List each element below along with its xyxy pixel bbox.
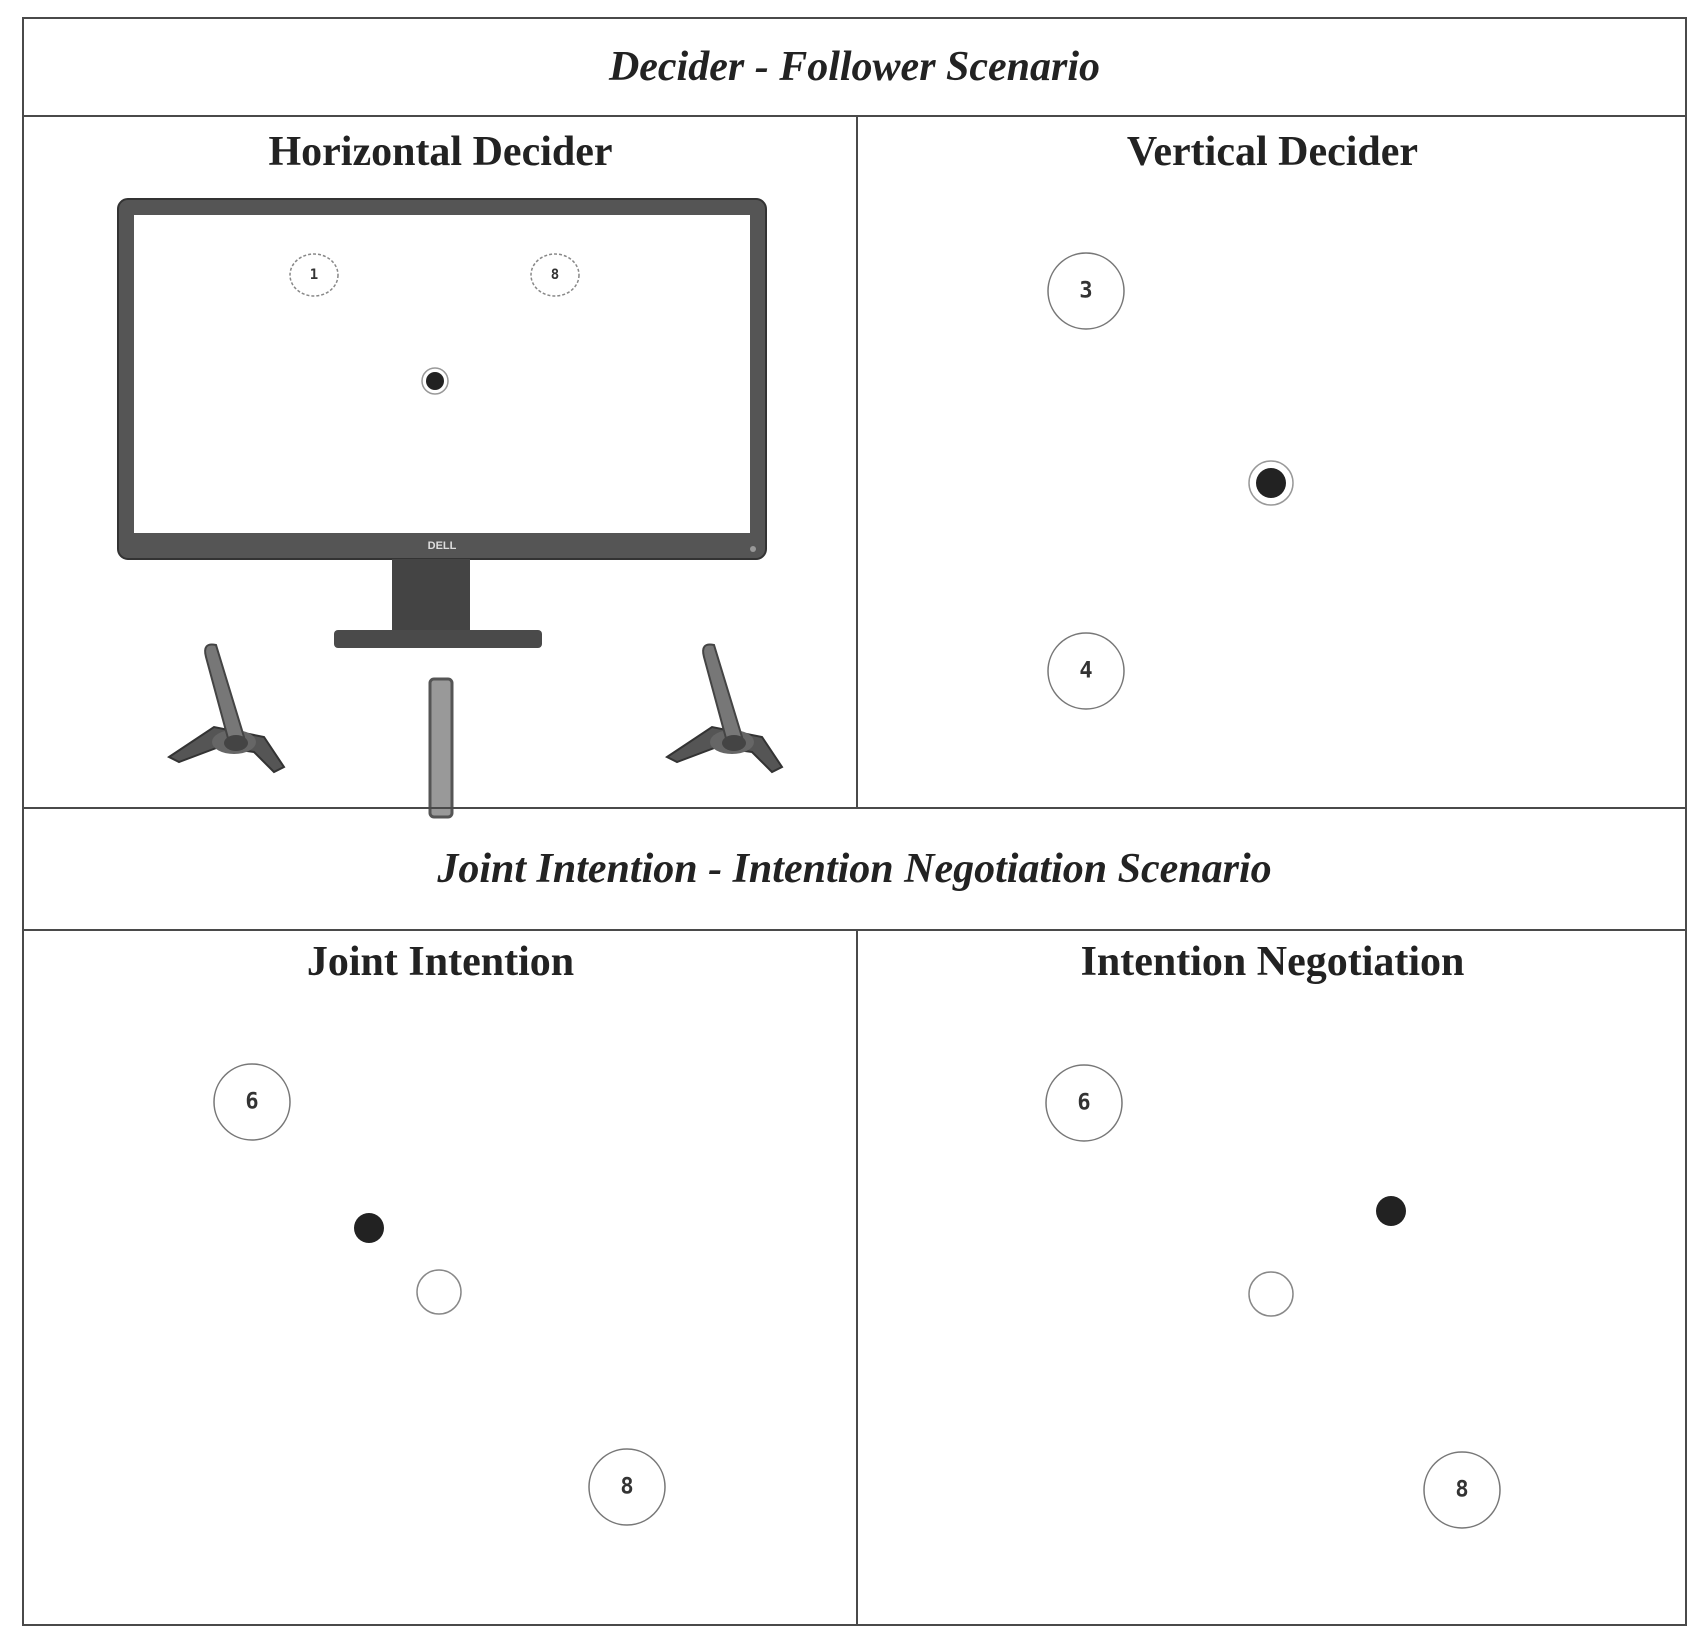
divider	[24, 115, 1685, 117]
panel-vertical-decider: Vertical Decider 3 4	[858, 117, 1687, 807]
target-circle-icon: 8	[588, 1448, 666, 1526]
panel-intention-negotiation: Intention Negotiation 6 8	[858, 931, 1687, 1626]
divider	[24, 929, 1685, 931]
target-circle-icon: 8	[1423, 1451, 1501, 1529]
divider	[856, 931, 858, 1626]
intention-negotiation-illustration: 6 8	[1045, 1064, 1501, 1529]
joystick-icon	[167, 643, 286, 774]
target-circle-icon: 6	[1045, 1064, 1123, 1142]
svg-text:6: 6	[245, 1090, 258, 1115]
divider	[24, 807, 1685, 809]
figure-table: Decider - Follower Scenario Horizontal D…	[22, 17, 1687, 1626]
cursor-ghost-icon	[416, 1269, 462, 1315]
svg-text:1: 1	[310, 267, 318, 283]
panel-horizontal-decider: Horizontal Decider DELL 1 8	[24, 117, 857, 819]
horizontal-decider-illustration: DELL 1 8	[117, 198, 784, 819]
joint-intention-illustration: 6 8	[213, 1063, 666, 1526]
svg-text:8: 8	[551, 267, 559, 283]
svg-text:6: 6	[1077, 1091, 1090, 1116]
slider-bar-icon	[428, 677, 454, 819]
cursor-ghost-icon	[1248, 1271, 1294, 1317]
cursor-dot-icon	[1248, 460, 1294, 506]
section-title-text: Decider - Follower Scenario	[608, 44, 1101, 90]
cursor-dot-icon	[1376, 1196, 1406, 1226]
cursor-dot-icon	[421, 367, 449, 395]
target-circle-icon: 4	[1047, 632, 1125, 710]
panel-title: Joint Intention	[306, 939, 575, 985]
panel-joint-intention: Joint Intention 6 8	[24, 931, 857, 1626]
target-circle-icon: 3	[1047, 252, 1125, 330]
section-title-decider-follower: Decider - Follower Scenario	[24, 19, 1685, 115]
svg-text:8: 8	[1455, 1478, 1468, 1503]
monitor-brand-logo: DELL	[428, 540, 457, 552]
monitor-icon: DELL	[117, 198, 767, 648]
target-circle-icon: 1	[289, 253, 339, 297]
joystick-icon	[665, 643, 784, 774]
divider	[856, 117, 858, 807]
panel-title: Intention Negotiation	[1080, 939, 1465, 985]
svg-text:8: 8	[620, 1475, 633, 1500]
panel-title: Horizontal Decider	[268, 129, 613, 175]
target-circle-icon: 8	[530, 253, 580, 297]
section-title-text: Joint Intention - Intention Negotiation …	[437, 846, 1272, 892]
svg-text:4: 4	[1079, 659, 1092, 684]
section-title-joint-intention: Joint Intention - Intention Negotiation …	[24, 809, 1685, 929]
cursor-dot-icon	[354, 1213, 384, 1243]
target-circle-icon: 6	[213, 1063, 291, 1141]
svg-text:3: 3	[1079, 279, 1092, 304]
vertical-decider-illustration: 3 4	[1047, 252, 1294, 710]
panel-title: Vertical Decider	[1126, 129, 1419, 175]
